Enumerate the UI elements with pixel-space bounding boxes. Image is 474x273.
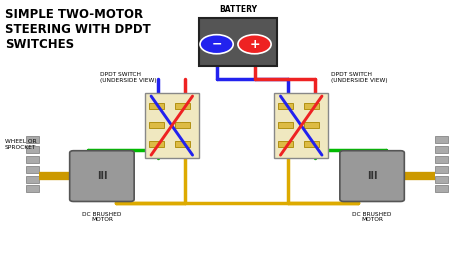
Bar xyxy=(435,156,448,163)
Bar xyxy=(26,176,39,183)
Bar xyxy=(26,185,39,192)
Bar xyxy=(278,103,293,109)
Bar xyxy=(175,122,190,128)
Text: SIMPLE TWO-MOTOR
STEERING WITH DPDT
SWITCHES: SIMPLE TWO-MOTOR STEERING WITH DPDT SWIT… xyxy=(5,8,150,51)
Circle shape xyxy=(238,35,271,54)
Text: DPDT SWITCH
(UNDERSIDE VIEW): DPDT SWITCH (UNDERSIDE VIEW) xyxy=(100,72,156,83)
FancyBboxPatch shape xyxy=(340,151,404,201)
Bar xyxy=(26,136,39,143)
Bar xyxy=(304,122,319,128)
Bar xyxy=(26,166,39,173)
Bar xyxy=(435,166,448,173)
Bar xyxy=(274,93,328,158)
Text: III: III xyxy=(367,171,377,181)
Text: −: − xyxy=(211,38,222,51)
Bar xyxy=(26,146,39,153)
Bar xyxy=(145,93,199,158)
FancyBboxPatch shape xyxy=(70,151,134,201)
Bar xyxy=(435,185,448,192)
Bar xyxy=(278,141,293,147)
Bar xyxy=(435,136,448,143)
Text: DC BRUSHED
MOTOR: DC BRUSHED MOTOR xyxy=(352,212,392,222)
Text: DPDT SWITCH
(UNDERSIDE VIEW): DPDT SWITCH (UNDERSIDE VIEW) xyxy=(331,72,387,83)
Text: DC BRUSHED
MOTOR: DC BRUSHED MOTOR xyxy=(82,212,122,222)
Bar xyxy=(175,103,190,109)
Bar xyxy=(149,103,164,109)
Bar xyxy=(435,146,448,153)
Bar xyxy=(304,103,319,109)
Bar xyxy=(304,141,319,147)
Text: WHEEL OR
SPROCKET: WHEEL OR SPROCKET xyxy=(5,139,36,150)
Bar xyxy=(175,141,190,147)
Text: BATTERY: BATTERY xyxy=(219,5,257,14)
Text: III: III xyxy=(97,171,107,181)
FancyBboxPatch shape xyxy=(199,18,277,66)
Bar xyxy=(149,141,164,147)
Bar xyxy=(278,122,293,128)
Text: +: + xyxy=(249,38,260,51)
Bar xyxy=(149,122,164,128)
Bar xyxy=(26,156,39,163)
Bar xyxy=(435,176,448,183)
Circle shape xyxy=(200,35,233,54)
